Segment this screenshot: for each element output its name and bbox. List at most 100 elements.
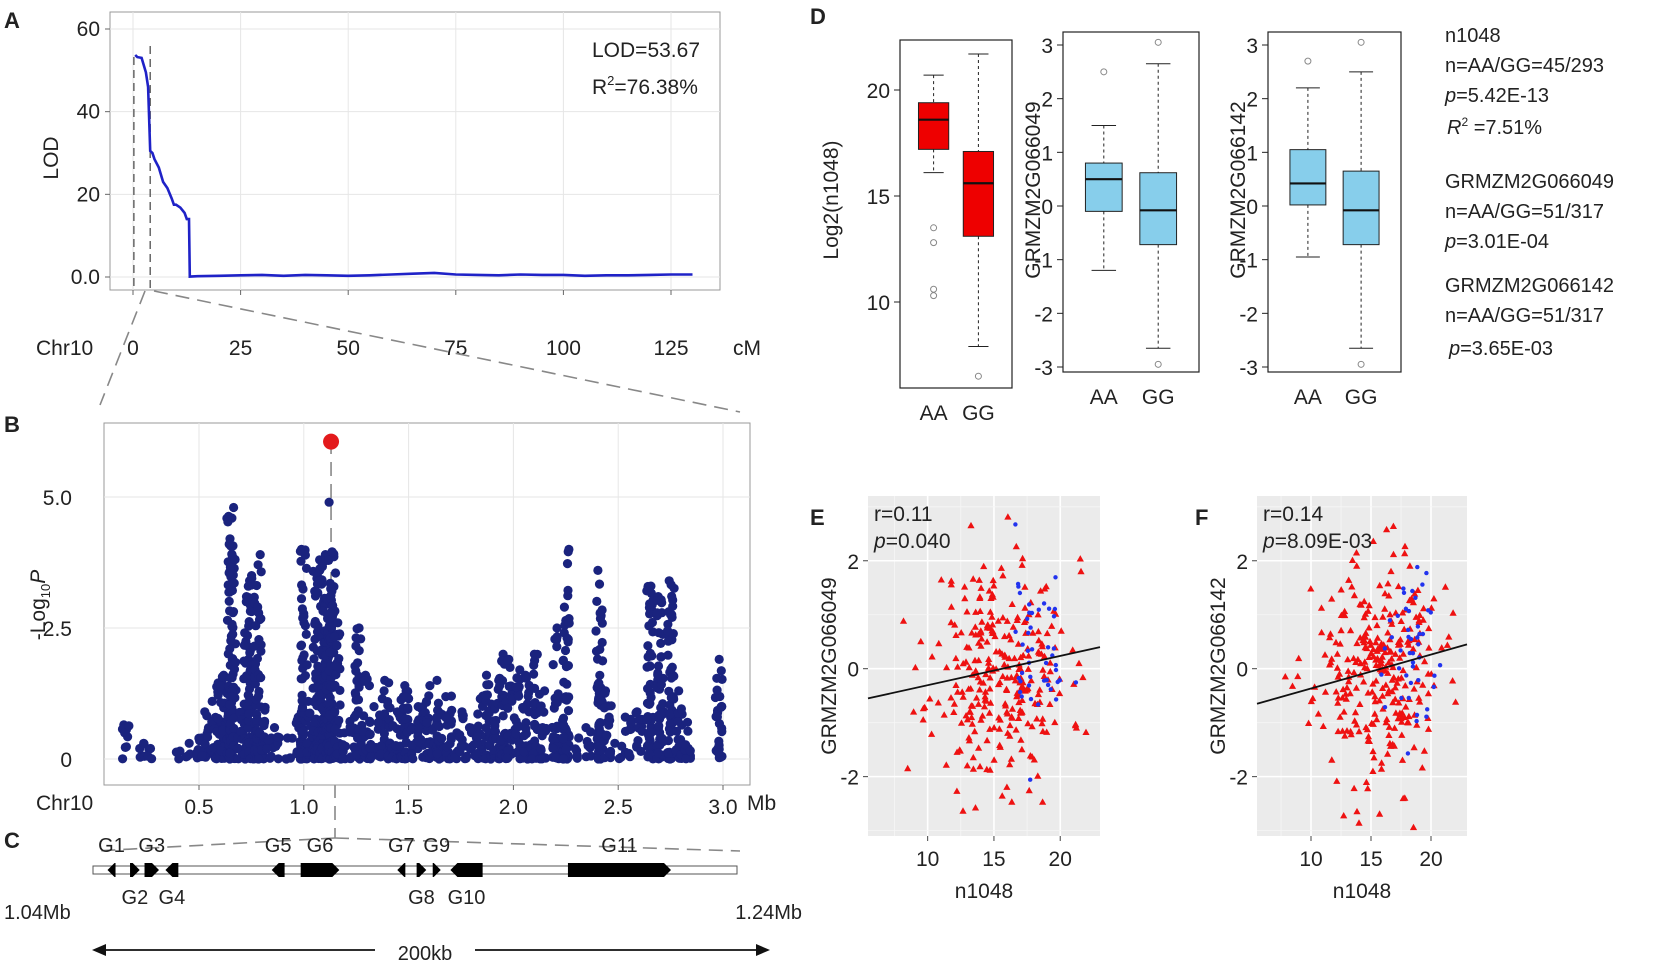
red-triangle-point <box>1438 644 1446 651</box>
gene-g3 <box>144 863 160 877</box>
red-triangle-point <box>995 714 1003 721</box>
stats-n1048-title: n1048 <box>1445 25 1501 47</box>
red-triangle-point <box>1386 610 1394 618</box>
red-triangle-point <box>1008 705 1016 712</box>
red-triangle-point <box>1332 638 1340 646</box>
red-triangle-point <box>1401 794 1409 801</box>
correlation-p-label: p <box>1262 530 1275 553</box>
x-tick-label: 2.0 <box>499 796 528 819</box>
red-triangle-point <box>953 787 961 794</box>
red-triangle-point <box>1360 638 1368 646</box>
red-triangle-point <box>1389 698 1397 706</box>
red-triangle-point <box>1401 682 1409 689</box>
snp-point <box>225 748 235 758</box>
red-triangle-point <box>983 736 991 744</box>
snp-point <box>654 721 664 731</box>
snp-point <box>296 640 307 650</box>
snp-point <box>548 660 558 670</box>
blue-point <box>1410 660 1416 665</box>
snp-point <box>594 678 604 688</box>
red-triangle-point <box>1335 670 1344 677</box>
snp-point <box>253 560 263 570</box>
blue-point <box>1426 608 1431 613</box>
red-triangle-point <box>1430 595 1438 602</box>
outlier-point <box>930 239 938 247</box>
chromosome-label: Chr10 <box>36 792 93 815</box>
red-triangle-point <box>1377 659 1385 667</box>
red-triangle-point <box>1384 629 1392 636</box>
red-triangle-point <box>1333 650 1341 657</box>
correlation-p-label: p <box>873 530 886 553</box>
y-tick-label: 0 <box>1246 196 1258 219</box>
snp-point <box>287 733 297 743</box>
red-triangle-point <box>1027 676 1035 684</box>
red-triangle-point <box>957 629 965 636</box>
snp-point <box>432 675 442 686</box>
snp-point <box>230 657 241 668</box>
snp-point <box>200 739 210 749</box>
snp-point <box>645 661 655 671</box>
snp-point <box>482 680 492 690</box>
red-triangle-point <box>1037 650 1045 657</box>
snp-point <box>298 726 308 736</box>
red-triangle-point <box>1319 722 1327 729</box>
blue-point <box>1389 635 1395 640</box>
blue-point <box>1045 645 1051 650</box>
panel-e-scatter: 10 15 20 -2 0 2 n1048 GRMZM2G066049 r=0.11 p=0.04… <box>818 496 1101 903</box>
snp-point <box>716 702 726 713</box>
red-triangle-point <box>1350 654 1358 662</box>
outlier-point <box>1100 68 1108 76</box>
snp-point <box>313 588 323 598</box>
snp-point <box>324 555 334 566</box>
blue-point <box>1415 564 1420 570</box>
red-triangle-point <box>981 688 990 695</box>
snp-point <box>305 708 315 718</box>
snp-point <box>330 568 341 578</box>
snp-point <box>243 581 253 591</box>
red-triangle-point <box>1396 654 1404 661</box>
x-tick-label: 20 <box>1419 848 1442 871</box>
snp-point <box>379 728 389 739</box>
red-triangle-point <box>1384 580 1392 587</box>
red-triangle-point <box>1372 661 1380 668</box>
panel-c-gene-track: G1 G2 G3 G4 G5 G6 G7 G8 G9 G10 G11 1.04Mb 1.24Mb 200k… <box>4 835 802 965</box>
stats-n1048-p: p=5.42E-13 <box>1444 85 1549 107</box>
red-triangle-point <box>1307 585 1315 592</box>
red-triangle-point <box>1008 600 1016 607</box>
snp-point <box>333 618 343 628</box>
red-triangle-point <box>1409 645 1417 652</box>
outlier-point <box>930 292 938 300</box>
red-triangle-point <box>1015 714 1023 721</box>
snp-point <box>606 701 616 711</box>
red-triangle-point <box>968 720 976 727</box>
outlier-point <box>974 372 982 380</box>
snp-point <box>503 655 513 665</box>
red-triangle-point <box>968 629 976 636</box>
red-triangle-point <box>1019 651 1027 659</box>
red-triangle-point <box>1364 732 1373 740</box>
red-triangle-point <box>1389 550 1398 558</box>
red-triangle-point <box>988 627 996 634</box>
correlation-p: p=8.09E-03 <box>1262 530 1372 553</box>
blue-point <box>1026 683 1032 688</box>
red-triangle-point <box>974 700 983 707</box>
x-tick-label: 75 <box>444 337 467 360</box>
snp-point <box>227 692 237 702</box>
snp-point <box>225 673 235 683</box>
red-triangle-point <box>1375 697 1383 704</box>
red-triangle-point <box>975 656 983 664</box>
plot-frame <box>109 11 721 291</box>
red-triangle-point <box>1363 725 1371 733</box>
x-tick-label: 1.5 <box>394 796 423 819</box>
y-tick-label: -1 <box>1239 250 1258 273</box>
x-axis-label: Mb <box>747 792 776 815</box>
x-tick-label: 2.5 <box>604 796 633 819</box>
snp-point <box>685 746 695 756</box>
red-triangle-point <box>1384 669 1392 676</box>
red-triangle-point <box>1015 698 1023 706</box>
box-aa <box>1289 149 1327 206</box>
snp-point <box>561 744 571 755</box>
box-gg <box>962 150 995 237</box>
snp-point <box>503 746 513 756</box>
red-triangle-point <box>1424 689 1432 697</box>
